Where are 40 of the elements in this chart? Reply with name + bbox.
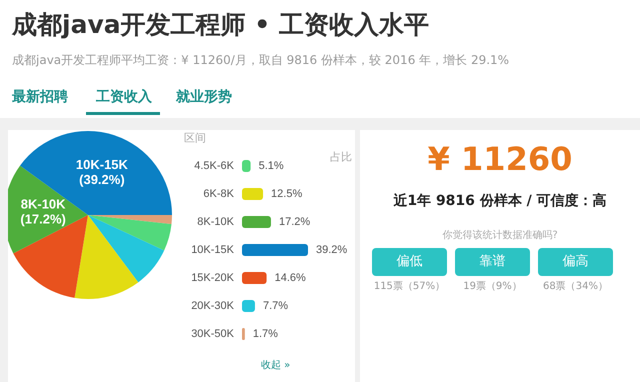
data-label: 17.2% (278, 216, 310, 228)
y-tick-label: 4.5K-6K (194, 160, 235, 172)
y-tick-label: 6K-8K (203, 188, 235, 200)
text: 工资收入 (96, 88, 152, 106)
data-label: 14.6% (274, 272, 306, 284)
bar (242, 216, 271, 228)
text: 成都java开发工程师平均工资：¥ 11260/月，取自 9816 份样本，较 2016 年，增长 29.1% (12, 52, 510, 69)
chart-title: 成都java开发工程师 • 工资收入水平 (12, 9, 429, 41)
x-axis-title: 占比 (330, 150, 352, 164)
text: 近1年 9816 份样本 / 可信度：高 (392, 192, 608, 210)
vote-button[interactable]: 靠谱 (455, 248, 530, 276)
data-label: (39.2%) (79, 172, 125, 188)
data-label: (17.2%) (20, 212, 66, 227)
text: 就业形势 (176, 88, 232, 106)
y-tick-label: 8K-10K (197, 216, 235, 228)
text: 收起 » (261, 358, 290, 372)
data-label: 39.2% (316, 244, 348, 256)
text: ¥ 11260 (426, 140, 574, 178)
slice-label: 10K-15K (76, 157, 129, 172)
text: 115票（57%） (372, 280, 446, 293)
y-tick-label: 30K-50K (191, 328, 235, 340)
data-label: 7.7% (262, 300, 288, 312)
vote-button[interactable]: 偏低 (372, 248, 447, 276)
text: 68票（34%） (542, 280, 609, 293)
slice-label: 8K-10K (20, 196, 66, 212)
data-label: 1.7% (252, 328, 278, 340)
data-label: 12.5% (271, 188, 302, 200)
data-label: 5.1% (258, 160, 284, 172)
bar (242, 272, 267, 284)
y-tick-label: 15K-20K (191, 272, 235, 284)
y-axis-title: 区间 (184, 132, 206, 144)
text: 最新招聘 (12, 88, 68, 106)
y-tick-label: 10K-15K (191, 244, 235, 256)
y-tick-label: 20K-30K (191, 300, 235, 312)
text: 19票（9%） (462, 280, 523, 293)
text: 你觉得该统计数据准确吗? (441, 228, 559, 242)
vote-button[interactable]: 偏高 (538, 248, 613, 276)
bar (242, 244, 308, 256)
bar (242, 188, 264, 200)
bar (242, 300, 255, 312)
